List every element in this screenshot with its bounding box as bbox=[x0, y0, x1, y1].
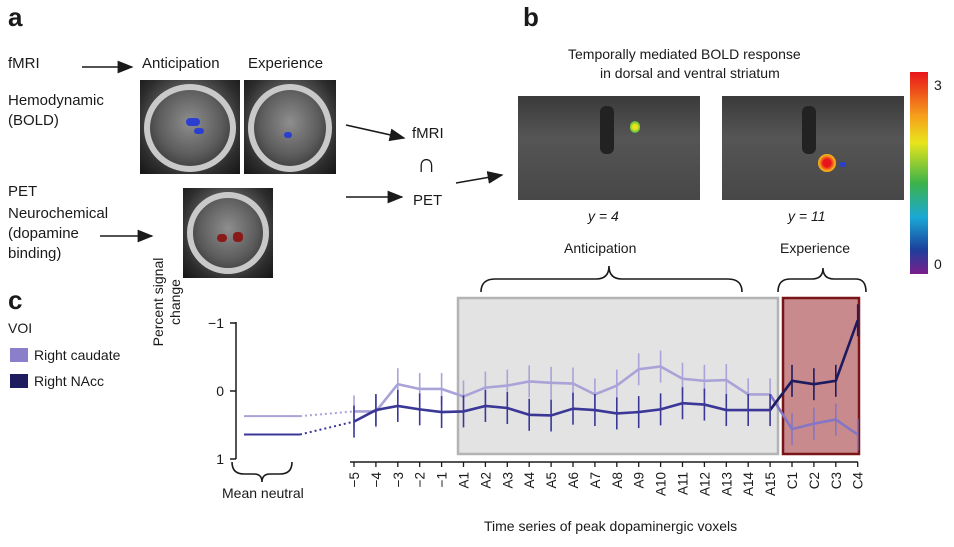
colorbar bbox=[910, 72, 928, 274]
experience-shaded-region bbox=[781, 296, 861, 456]
panel-label-b: b bbox=[523, 2, 539, 32]
x-tick-label: A9 bbox=[632, 472, 647, 489]
x-tick-label: −3 bbox=[391, 472, 406, 487]
colorbar-max-label: 3 bbox=[934, 77, 942, 93]
anticipation-shaded-region bbox=[456, 296, 780, 456]
voi-title: VOI bbox=[8, 320, 33, 336]
binding-label: binding) bbox=[8, 245, 62, 262]
x-tick-label: A1 bbox=[457, 472, 472, 489]
series-line-caudate bbox=[354, 365, 771, 413]
colorbar-min-label: 0 bbox=[934, 256, 942, 272]
x-tick-label: A10 bbox=[654, 472, 669, 496]
fmri-anticipation-brain-image bbox=[140, 80, 240, 174]
dopamine-label: (dopamine bbox=[8, 225, 79, 242]
hemodynamic-label: Hemodynamic bbox=[8, 92, 104, 109]
bold-title-line1: Temporally mediated BOLD response bbox=[568, 46, 801, 62]
panel-label-c: c bbox=[8, 285, 23, 315]
experience-label-a: Experience bbox=[248, 55, 324, 72]
baseline-connector bbox=[299, 420, 355, 436]
mean-neutral-bracket bbox=[231, 461, 293, 483]
anticipation-label-a: Anticipation bbox=[142, 55, 220, 72]
arrow-to-panel-b bbox=[455, 171, 504, 184]
legend-swatch-right-caudate bbox=[10, 348, 28, 362]
x-tick-label: A4 bbox=[522, 472, 537, 489]
y-tick-label: 1 bbox=[216, 451, 224, 467]
x-tick-label: A11 bbox=[676, 472, 691, 495]
x-tick-label: C2 bbox=[807, 472, 822, 489]
x-tick-label: A2 bbox=[478, 472, 493, 489]
anticipation-bracket bbox=[480, 265, 743, 293]
x-axis-title: Time series of peak dopaminergic voxels bbox=[484, 518, 738, 534]
bold-title-line2: in dorsal and ventral striatum bbox=[600, 65, 780, 81]
x-tick-label: A5 bbox=[544, 472, 559, 489]
intersection-symbol: ∩ bbox=[417, 148, 436, 178]
x-tick-label: A3 bbox=[500, 472, 515, 489]
x-tick-label: −5 bbox=[347, 472, 362, 487]
mean-neutral-label: Mean neutral bbox=[222, 485, 304, 501]
experience-bracket bbox=[777, 267, 867, 293]
y-tick-label: 0 bbox=[216, 383, 224, 399]
x-tick-label: −2 bbox=[413, 472, 428, 487]
x-tick-label: A8 bbox=[610, 472, 625, 489]
x-tick-label: A13 bbox=[719, 472, 734, 496]
slice2-coordinate-label: y = 11 bbox=[788, 208, 826, 224]
intersection-pet-label: PET bbox=[413, 192, 443, 209]
y-tick-label: −1 bbox=[208, 315, 224, 331]
striatum-slice-y11-image bbox=[722, 96, 904, 200]
pet-brain-image bbox=[183, 188, 273, 278]
fmri-experience-brain-image bbox=[244, 80, 336, 174]
x-tick-label: A14 bbox=[741, 472, 756, 497]
bold-label: (BOLD) bbox=[8, 112, 59, 129]
pet-label: PET bbox=[8, 183, 38, 200]
legend-label-right-nacc: Right NAcc bbox=[34, 373, 105, 389]
x-tick-label: −4 bbox=[369, 472, 384, 488]
neurochemical-label: Neurochemical bbox=[8, 205, 109, 222]
x-tick-label: −1 bbox=[435, 472, 450, 487]
x-tick-label: C3 bbox=[829, 472, 844, 489]
legend-swatch-right-nacc bbox=[10, 374, 28, 388]
x-tick-label: C4 bbox=[851, 472, 866, 490]
panel-label-a: a bbox=[8, 2, 23, 32]
baseline-connector bbox=[299, 410, 355, 418]
x-tick-label: A15 bbox=[763, 472, 778, 496]
x-tick-label: A7 bbox=[588, 472, 603, 489]
series-line-nacc bbox=[353, 401, 771, 423]
striatum-slice-y4-image bbox=[518, 96, 700, 200]
anticipation-bracket-label: Anticipation bbox=[564, 240, 637, 256]
legend-label-right-caudate: Right caudate bbox=[34, 347, 121, 363]
x-tick-label: A6 bbox=[566, 472, 581, 489]
arrow-fmri-to-intersection bbox=[345, 124, 406, 142]
experience-bracket-label: Experience bbox=[780, 240, 851, 256]
slice1-coordinate-label: y = 4 bbox=[588, 208, 619, 224]
x-tick-label: C1 bbox=[785, 472, 800, 489]
x-tick-label: A12 bbox=[697, 472, 712, 496]
intersection-fmri-label: fMRI bbox=[412, 125, 444, 142]
fmri-label: fMRI bbox=[8, 55, 40, 72]
